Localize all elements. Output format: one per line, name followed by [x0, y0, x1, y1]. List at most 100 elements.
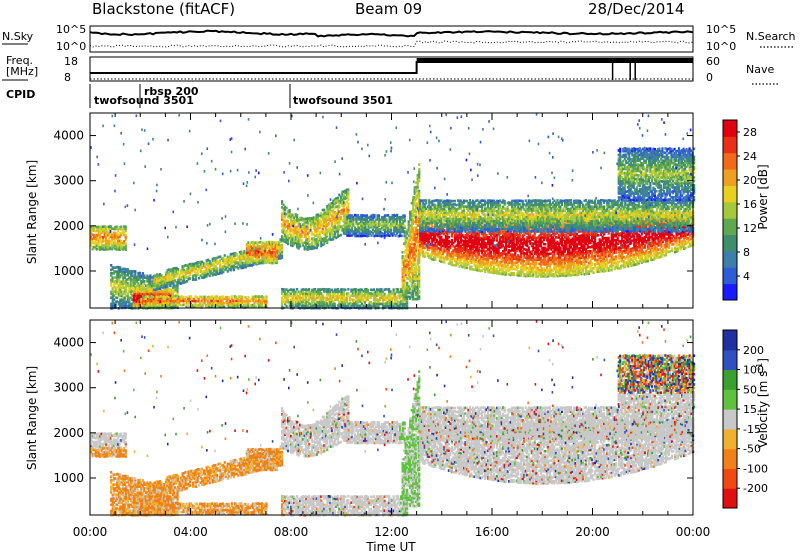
power-cell: [112, 231, 115, 235]
power-cell: [286, 242, 290, 246]
power-cell: [323, 216, 326, 220]
power-cell: [100, 235, 103, 239]
power-cell: [111, 294, 114, 298]
power-cell: [306, 232, 309, 235]
power-cell: [111, 233, 114, 237]
power-cell: [300, 218, 303, 222]
power-cell: [223, 268, 226, 272]
power-cell: [114, 270, 117, 273]
power-cell: [116, 290, 119, 294]
power-cell: [90, 235, 93, 239]
power-cell: [230, 305, 233, 308]
power-cell: [296, 242, 299, 245]
power-cell: [226, 297, 229, 300]
power-cell: [300, 232, 303, 236]
power-cell: [262, 305, 265, 309]
power-cell: [122, 300, 125, 304]
power-cell: [161, 297, 164, 300]
power-cell: [333, 216, 336, 219]
power-cell: [205, 267, 208, 270]
power-cell: [135, 286, 138, 290]
power-cell: [327, 209, 330, 213]
power-cell: [129, 282, 132, 285]
power-cell: [116, 300, 119, 303]
power-cell: [93, 245, 96, 249]
power-cell: [120, 243, 123, 247]
power-cell: [291, 234, 294, 238]
power-cell: [103, 243, 106, 247]
power-cell: [204, 273, 207, 276]
power-cell: [99, 227, 102, 231]
power-cell: [171, 290, 175, 294]
power-cell: [134, 280, 137, 283]
power-cell: [330, 209, 333, 213]
power-cell: [135, 284, 138, 288]
power-cell: [187, 277, 190, 281]
power-cell: [259, 250, 262, 254]
power-cell: [170, 297, 173, 301]
power-cell: [105, 242, 108, 245]
power-cell: [291, 244, 294, 248]
power-cell: [206, 305, 209, 309]
power-cell: [180, 295, 184, 298]
power-cell: [196, 263, 199, 266]
power-cell: [90, 231, 93, 235]
power-cell: [120, 298, 123, 301]
power-cell: [296, 234, 299, 237]
power-cell: [118, 227, 121, 230]
power-cell: [309, 225, 312, 228]
power-cell: [219, 259, 222, 262]
power-cell: [184, 274, 187, 278]
power-cell: [403, 214, 406, 218]
power-cell: [238, 301, 241, 305]
power-cell: [321, 225, 324, 228]
power-cell: [181, 267, 184, 271]
power-cell: [240, 250, 243, 254]
noise-left-tick-bottom: 10^0: [56, 40, 86, 53]
power-cell: [318, 214, 321, 218]
power-cell: [418, 289, 421, 293]
power-cell: [275, 249, 279, 252]
power-cell: [163, 285, 166, 289]
power-cell: [120, 302, 123, 306]
power-cell: [119, 288, 122, 292]
power-cell: [156, 301, 160, 304]
power-cell: [300, 230, 303, 234]
power-cell: [152, 294, 155, 297]
power-cell: [232, 268, 235, 272]
power-cell: [240, 262, 243, 266]
power-cell: [326, 223, 329, 226]
power-cell: [160, 274, 163, 277]
power-cell: [155, 288, 159, 291]
power-cell: [108, 246, 111, 249]
power-cell: [326, 233, 329, 236]
power-cell: [257, 245, 261, 248]
power-cell: [232, 299, 235, 302]
power-cell: [147, 278, 150, 281]
power-cell: [106, 242, 109, 245]
power-cell: [208, 268, 211, 272]
power-cell: [181, 273, 184, 276]
power-cell: [173, 268, 177, 272]
power-cell: [272, 250, 276, 254]
power-cell: [323, 240, 326, 244]
power-cell: [131, 304, 134, 308]
power-cell: [94, 229, 97, 233]
power-cell: [250, 297, 253, 301]
power-cell: [282, 225, 285, 229]
power-cell: [401, 255, 404, 258]
power-cell: [247, 241, 250, 244]
power-cell: [140, 303, 143, 307]
power-cell: [254, 295, 258, 298]
power-cell: [318, 224, 321, 228]
power-cell: [123, 298, 126, 302]
power-cell: [140, 286, 143, 289]
power-cell: [418, 277, 421, 281]
power-cell: [181, 281, 184, 285]
power-cell: [203, 299, 206, 303]
power-cell: [147, 303, 150, 307]
power-cell: [256, 257, 259, 261]
power-cell: [377, 214, 381, 217]
power-cell: [111, 288, 114, 291]
power-cell: [254, 305, 258, 308]
